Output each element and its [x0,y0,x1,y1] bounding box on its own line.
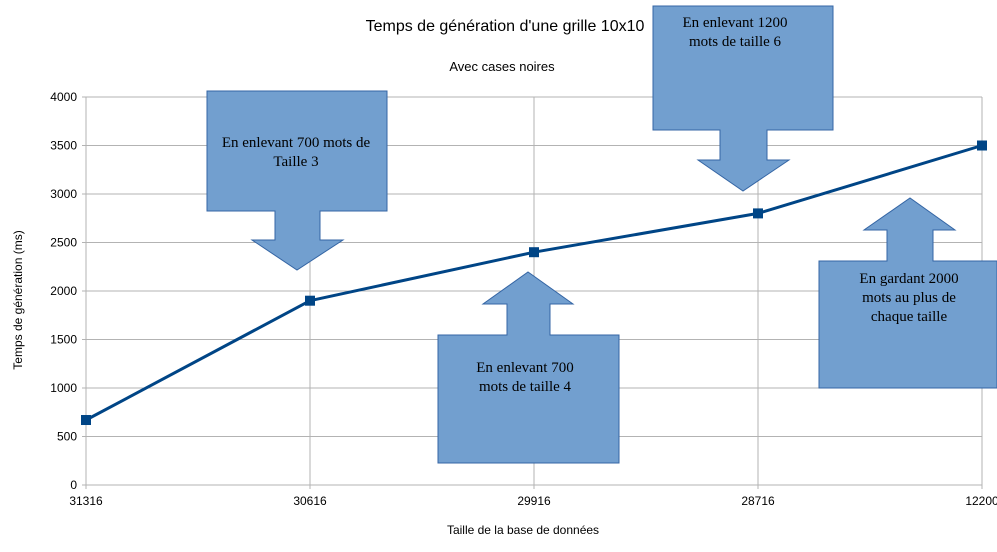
x-tick-label: 29916 [517,494,551,508]
callout-text: En gardant 2000 [859,271,958,287]
y-tick-label: 3000 [50,187,77,201]
data-point [529,247,539,258]
data-point [977,140,987,151]
y-axis-label: Temps de génération (ms) [11,230,25,369]
callout-arrow [206,90,388,271]
data-point [753,208,763,219]
series-group [81,140,987,426]
x-tick-label: 28716 [741,494,775,508]
chart-subtitle: Avec cases noires [449,59,555,74]
callout-text: En enlevant 1200 [683,15,788,31]
callout-text: Taille 3 [273,154,318,170]
y-tick-label: 500 [57,430,77,444]
y-tick-label: 2500 [50,236,77,250]
callout-text: En enlevant 700 mots de [222,135,371,151]
data-point [81,415,91,426]
callouts-group: En enlevant 700 mots de Taille 3 En enleva… [206,5,997,464]
y-tick-label: 1500 [50,333,77,347]
chart-title: Temps de génération d'une grille 10x10 [366,18,645,35]
data-point [305,295,315,306]
callout-text: mots de taille 4 [479,379,572,395]
y-tick-label: 1000 [50,381,77,395]
x-axis-label: Taille de la base de données [447,523,599,537]
y-tick-label: 4000 [50,90,77,104]
y-tick-label: 2000 [50,284,77,298]
callout-arrow [437,271,620,464]
y-tick-label: 3500 [50,139,77,153]
x-tick-labels: 31316 30616 29916 28716 12200 [69,494,997,508]
callout-text: chaque taille [871,309,948,325]
callout-arrow [652,5,834,192]
callout-arrow [818,197,997,389]
callout-text: mots de taille 6 [689,34,782,50]
callout-text: mots au plus de [862,290,956,306]
y-tick-label: 0 [70,478,77,492]
callout-text: En enlevant 700 [476,360,573,376]
x-tick-label: 31316 [69,494,103,508]
x-tick-label: 12200 [965,494,997,508]
y-tick-labels: 0 500 1000 1500 2000 2500 3000 3500 4000 [50,90,77,492]
x-tick-label: 30616 [293,494,327,508]
